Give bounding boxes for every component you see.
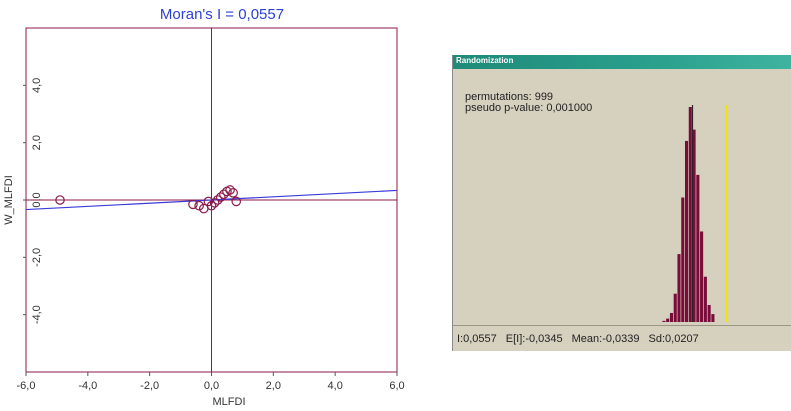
histogram-bar <box>673 293 677 322</box>
y-tick-label: -2,0 <box>31 248 43 267</box>
randomization-stats: I:0,0557 E[I]:-0,0345 Mean:-0,0339 Sd:0,020… <box>453 325 791 351</box>
histogram-bar <box>696 174 700 322</box>
randomization-window: Randomization permutations: 999 pseudo p… <box>452 55 791 351</box>
x-tick-label: 2,0 <box>266 380 281 392</box>
y-axis-label: W_MLFDI <box>3 175 15 225</box>
data-point <box>188 199 198 210</box>
data-point <box>212 195 223 205</box>
moran-title: Moran's I = 0,0557 <box>160 6 284 23</box>
x-tick-label: 6,0 <box>389 380 404 392</box>
moran-scatterplot: Moran's I = 0,0557 -6,0 -4,0 -2,0 0,0 2,0 4,0… <box>3 6 405 408</box>
histogram-bar <box>669 312 674 322</box>
x-axis-label: MLFDI <box>213 396 246 408</box>
y-tick-label: -4,0 <box>31 305 43 324</box>
histogram-bar <box>700 231 704 322</box>
randomization-titlebar: Randomization <box>453 55 791 69</box>
data-point <box>209 198 220 208</box>
y-tick-label: 4,0 <box>31 78 43 93</box>
histogram-bar <box>677 254 681 322</box>
histogram-bar <box>711 314 715 322</box>
stat-expected: E[I]:-0,0345 <box>505 333 563 345</box>
histogram-bar <box>703 276 707 322</box>
data-point <box>55 195 65 205</box>
histogram-bar <box>662 320 666 322</box>
x-tick-label: -2,0 <box>140 380 159 392</box>
histogram-bar <box>707 305 711 322</box>
stat-mean: Mean:-0,0339 <box>571 333 640 345</box>
stat-sd: Sd:0,0207 <box>648 333 699 345</box>
x-tick-label: -6,0 <box>17 380 36 392</box>
randomization-title: Randomization <box>456 56 514 65</box>
data-point <box>194 200 204 211</box>
histogram-bar <box>684 140 689 322</box>
data-point <box>228 188 238 198</box>
x-tick-label: 4,0 <box>328 380 343 392</box>
data-point <box>215 192 226 202</box>
data-point <box>231 196 242 207</box>
histogram-bar <box>681 197 685 322</box>
histogram-bar <box>688 107 692 322</box>
data-point <box>225 185 235 195</box>
permutations-label: permutations: 999 <box>465 91 554 103</box>
y-tick-label: 0,0 <box>31 192 43 207</box>
randomization-histogram <box>662 105 728 322</box>
pvalue-label: pseudo p-value: 0,001000 <box>465 102 593 114</box>
histogram-bar <box>692 129 696 322</box>
x-tick-label: -4,0 <box>78 380 97 392</box>
x-tick-label: 0,0 <box>204 380 219 392</box>
y-tick-label: 2,0 <box>31 135 43 150</box>
histogram-bar <box>666 318 670 322</box>
data-point <box>206 200 217 211</box>
stat-i-value: I:0,0557 <box>457 333 497 345</box>
